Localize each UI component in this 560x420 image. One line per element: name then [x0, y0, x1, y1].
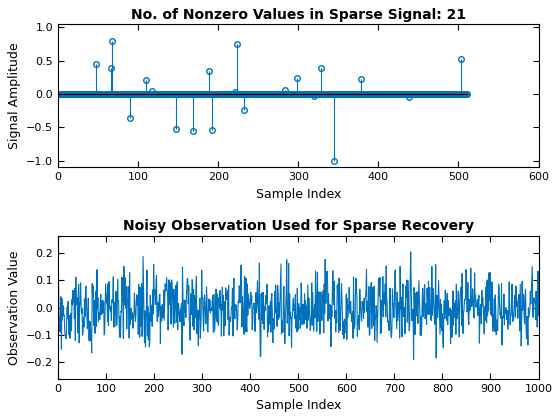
X-axis label: Sample Index: Sample Index — [255, 399, 341, 412]
Title: No. of Nonzero Values in Sparse Signal: 21: No. of Nonzero Values in Sparse Signal: … — [130, 8, 466, 21]
Title: Noisy Observation Used for Sparse Recovery: Noisy Observation Used for Sparse Recove… — [123, 219, 474, 234]
X-axis label: Sample Index: Sample Index — [255, 188, 341, 201]
Y-axis label: Observation Value: Observation Value — [7, 250, 21, 365]
Y-axis label: Signal Amplitude: Signal Amplitude — [8, 42, 21, 149]
